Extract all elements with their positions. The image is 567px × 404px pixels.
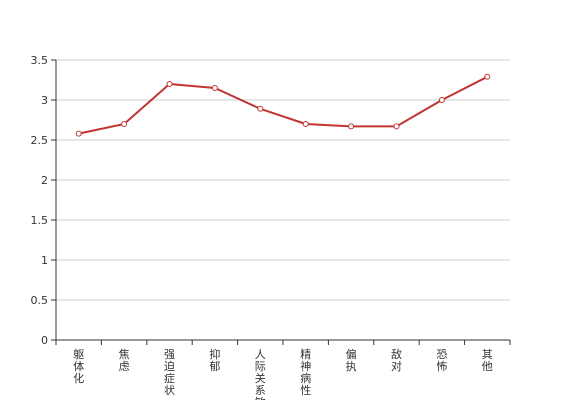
data-point[interactable] [257,105,264,112]
data-point[interactable] [393,123,400,130]
x-tick-label: 敌对 [391,347,402,373]
y-tick-label: 3 [41,94,48,107]
series-line [78,75,488,135]
data-point[interactable] [438,97,445,103]
x-tick-labels: 躯体化 焦虑 强迫症状 抑郁 人际关系敏感 精神病性 偏执 敌对 恐怖 其他 [73,347,493,404]
y-tick-label: 0 [41,334,48,347]
data-point[interactable] [484,73,491,80]
axis-layer [51,59,511,345]
x-tick-label: 抑郁 [209,347,220,373]
y-tick-label: 1 [41,254,48,267]
grid-layer [56,59,510,301]
data-point[interactable] [166,81,173,87]
x-tick-label: 躯体化 [73,348,84,385]
y-tick-label: 1.5 [31,214,49,227]
data-point[interactable] [121,121,128,127]
x-tick-label: 精神病性 [300,348,311,397]
x-tick-label: 强迫症状 [164,348,175,397]
data-point[interactable] [348,123,355,130]
y-tick-label: 0.5 [31,294,49,307]
x-tick-label: 人际关系敏感 [255,348,266,400]
y-tick-label: 2 [41,174,48,187]
data-point[interactable] [211,85,218,91]
y-tick-label: 2.5 [31,134,49,147]
x-tick-label: 焦虑 [119,348,130,373]
x-tick-label: 恐怖 [436,348,447,373]
y-tick-label: 3.5 [31,54,49,67]
data-point[interactable] [302,121,309,127]
data-point[interactable] [75,130,82,137]
x-tick-label: 偏执 [346,347,357,373]
x-tick-label: 其他 [482,348,493,373]
y-tick-labels: 0 0.5 1 1.5 2 2.5 3 3.5 [31,54,49,347]
series-layer [75,73,491,137]
